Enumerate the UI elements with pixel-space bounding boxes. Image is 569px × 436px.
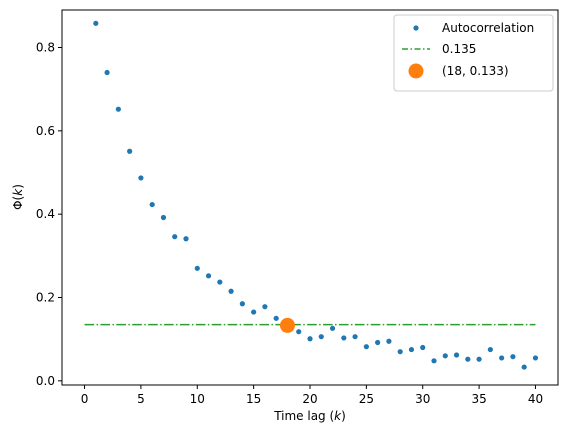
autocorrelation-point [318,334,324,340]
y-tick-label: 0.4 [36,207,55,221]
ticks-layer: 0 5 10 15 20 25 30 35 40 0.0 0.2 0.4 0.6 0.8 [36,41,543,407]
autocorrelation-point [205,273,212,279]
autocorrelation-point [442,353,448,359]
legend-marker-autocorrelation [413,25,419,31]
legend: Autocorrelation 0.135 (18, 0.133) [393,14,554,92]
autocorrelation-point [510,354,516,360]
autocorrelation-point [386,338,392,344]
autocorrelation-point [262,304,268,310]
autocorrelation-point [476,356,482,362]
autocorrelation-point [307,336,313,342]
autocorrelation-point [465,356,471,362]
y-tick-label: 0.2 [36,291,55,305]
autocorrelation-point [251,309,257,315]
x-tick-label: 10 [190,392,205,406]
autocorrelation-point [521,364,527,370]
y-tick-label: 0.8 [36,41,55,55]
autocorrelation-point [341,335,347,341]
y-axis-label: Φ(k) [11,184,25,210]
autocorrelation-point [138,175,144,181]
autocorrelation-point [183,236,189,242]
autocorrelation-point [160,214,167,221]
autocorrelation-point [487,346,493,353]
x-tick-label: 30 [415,392,430,406]
y-tick-label: 0.6 [36,124,55,138]
x-tick-label: 5 [137,392,145,406]
x-tick-label: 40 [528,392,543,406]
autocorrelation-point [532,355,539,361]
autocorrelation-point [217,279,223,285]
autocorrelation-point [431,358,437,364]
x-tick-label: 15 [246,392,261,406]
x-tick-label: 0 [81,392,89,406]
legend-label-threshold: 0.135 [442,42,476,56]
y-tick-label: 0.0 [36,374,55,388]
x-axis-label: Time lag (k) [273,409,346,423]
legend-frame [393,14,554,92]
autocorrelation-point [352,334,358,340]
x-tick-label: 25 [359,392,374,406]
autocorrelation-point [397,349,403,355]
autocorrelation-point [375,339,381,346]
legend-label-crossing: (18, 0.133) [442,64,509,78]
autocorrelation-point [420,344,426,351]
autocorrelation-point [296,329,302,335]
autocorrelation-point [93,20,99,26]
autocorrelation-point [499,355,505,361]
autocorrelation-point [172,234,178,240]
autocorrelation-point [228,288,234,294]
autocorrelation-point [273,315,279,321]
plot-frame [61,9,559,386]
autocorrelation-point [239,301,245,307]
x-tick-label: 20 [302,392,317,406]
x-tick-label: 35 [471,392,486,406]
autocorrelation-point [104,69,110,76]
crossing-marker [279,317,295,333]
autocorrelation-point [453,352,460,358]
legend-label-autocorrelation: Autocorrelation [442,21,534,35]
autocorrelation-point [127,148,133,154]
autocorrelation-point [115,106,121,112]
autocorrelation-point [408,346,415,353]
autocorrelation-point [194,265,200,271]
autocorrelation-point [329,325,336,331]
legend-marker-crossing [408,63,424,79]
autocorrelation-point [149,201,155,208]
autocorrelation-point [363,344,369,350]
series-layer [84,20,539,370]
